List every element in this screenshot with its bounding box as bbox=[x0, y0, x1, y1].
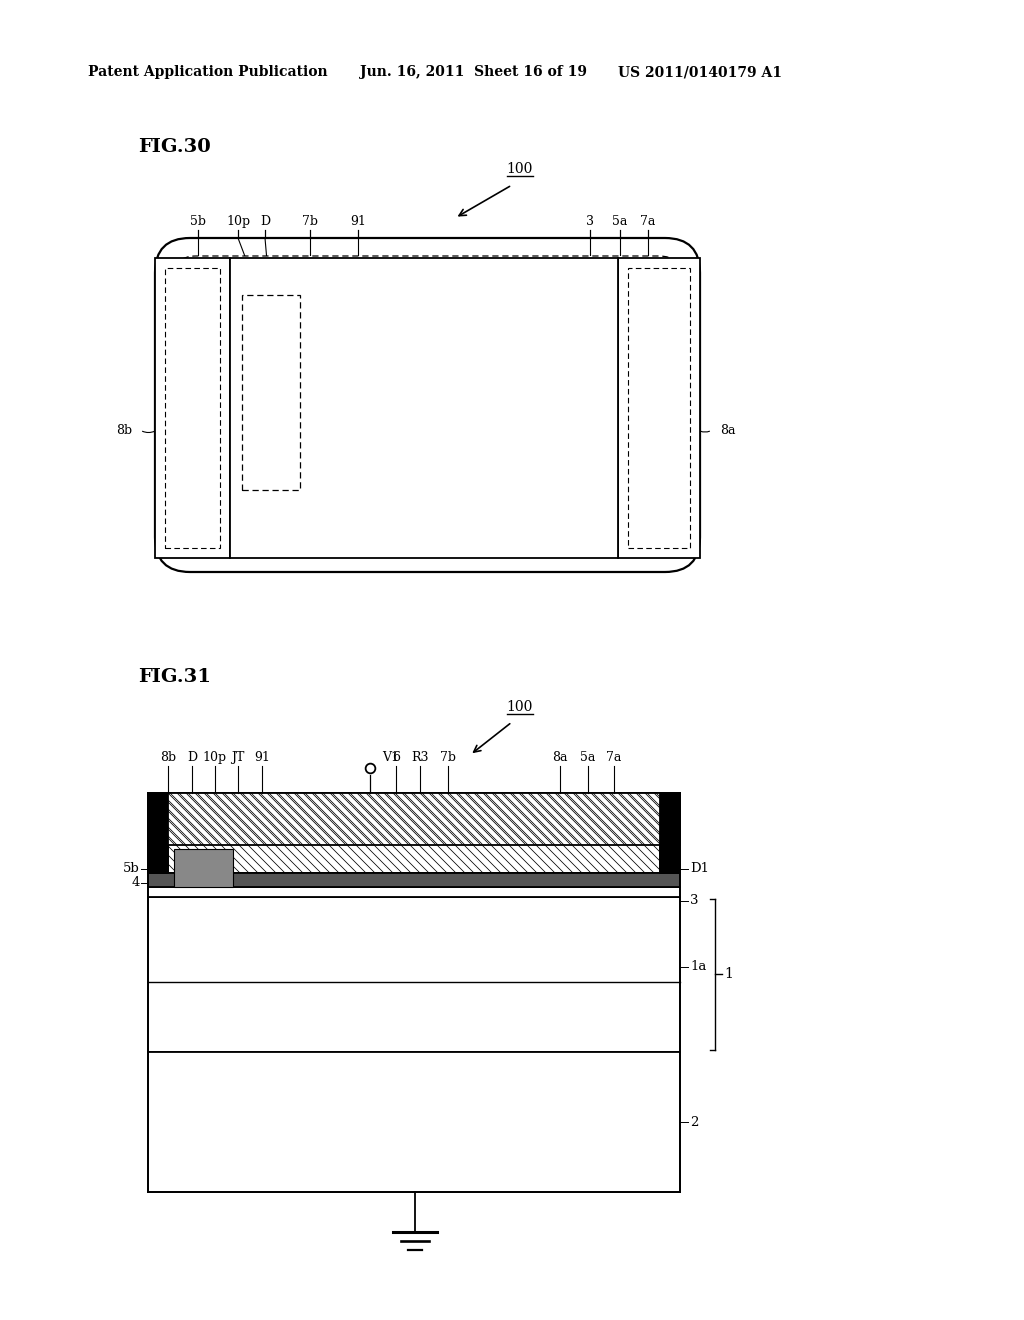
Bar bbox=[174, 849, 233, 887]
Text: 8a: 8a bbox=[552, 751, 567, 764]
Text: 3: 3 bbox=[586, 215, 594, 228]
Bar bbox=[230, 257, 618, 558]
Text: 7a: 7a bbox=[606, 751, 622, 764]
Text: 1: 1 bbox=[724, 968, 733, 981]
Bar bbox=[168, 793, 660, 845]
FancyBboxPatch shape bbox=[173, 256, 682, 554]
Text: FIG.31: FIG.31 bbox=[138, 668, 211, 686]
Text: 5a: 5a bbox=[612, 215, 628, 228]
Text: V1: V1 bbox=[382, 751, 399, 764]
Text: D: D bbox=[187, 751, 197, 764]
Text: R3: R3 bbox=[412, 751, 429, 764]
Bar bbox=[628, 268, 690, 548]
Text: 8b: 8b bbox=[116, 424, 132, 437]
Text: 10p: 10p bbox=[203, 751, 227, 764]
Text: 5b: 5b bbox=[123, 862, 140, 875]
Text: 1a: 1a bbox=[690, 961, 707, 974]
Text: 91: 91 bbox=[350, 215, 366, 228]
Bar bbox=[148, 1052, 680, 1192]
Text: Jun. 16, 2011  Sheet 16 of 19: Jun. 16, 2011 Sheet 16 of 19 bbox=[360, 65, 587, 79]
Bar bbox=[660, 793, 680, 873]
Text: D1: D1 bbox=[690, 862, 709, 875]
Bar bbox=[148, 887, 680, 898]
Text: US 2011/0140179 A1: US 2011/0140179 A1 bbox=[618, 65, 782, 79]
Bar bbox=[168, 845, 660, 873]
Text: 100: 100 bbox=[507, 162, 534, 176]
FancyBboxPatch shape bbox=[155, 238, 700, 572]
Bar bbox=[148, 898, 680, 1052]
Text: JT: JT bbox=[231, 751, 245, 764]
Text: 5a: 5a bbox=[581, 751, 596, 764]
Text: Patent Application Publication: Patent Application Publication bbox=[88, 65, 328, 79]
Bar bbox=[242, 294, 300, 490]
Text: 4: 4 bbox=[132, 876, 140, 890]
Text: FIG.30: FIG.30 bbox=[138, 139, 211, 156]
Text: 3: 3 bbox=[690, 895, 698, 908]
Bar bbox=[148, 793, 680, 845]
Text: 2: 2 bbox=[690, 1115, 698, 1129]
Bar bbox=[165, 268, 220, 548]
Text: 7a: 7a bbox=[640, 215, 655, 228]
Bar bbox=[618, 257, 700, 558]
Text: 7b: 7b bbox=[302, 215, 318, 228]
Bar bbox=[148, 793, 168, 873]
Text: 8a: 8a bbox=[720, 424, 735, 437]
Bar bbox=[148, 873, 680, 887]
Text: D: D bbox=[260, 215, 270, 228]
Text: 8b: 8b bbox=[160, 751, 176, 764]
Text: 91: 91 bbox=[254, 751, 270, 764]
Text: 6: 6 bbox=[392, 751, 400, 764]
Text: 100: 100 bbox=[507, 700, 534, 714]
Text: 10p: 10p bbox=[226, 215, 250, 228]
Text: 5b: 5b bbox=[190, 215, 206, 228]
Text: 7b: 7b bbox=[440, 751, 456, 764]
Bar bbox=[155, 257, 230, 558]
